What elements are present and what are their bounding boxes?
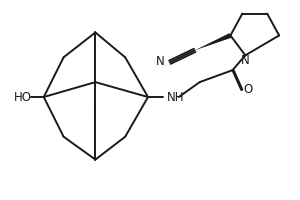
Text: HO: HO [14, 91, 32, 104]
Text: N: N [241, 54, 250, 67]
Polygon shape [195, 33, 231, 50]
Text: N: N [156, 55, 165, 68]
Text: O: O [244, 83, 253, 96]
Text: NH: NH [167, 91, 184, 104]
